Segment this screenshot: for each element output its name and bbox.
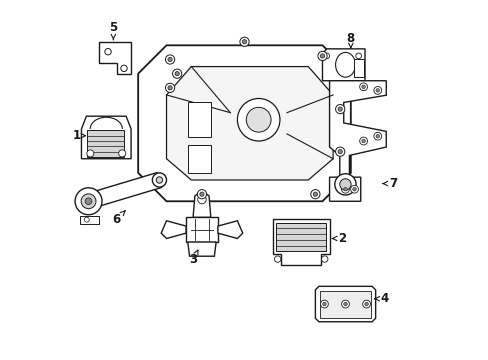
Circle shape xyxy=(156,177,163,183)
Bar xyxy=(187,145,210,173)
Circle shape xyxy=(359,137,367,145)
Circle shape xyxy=(81,194,96,209)
Circle shape xyxy=(335,104,344,114)
Circle shape xyxy=(246,107,270,132)
Polygon shape xyxy=(193,191,210,217)
Text: 5: 5 xyxy=(109,21,117,40)
Text: 2: 2 xyxy=(331,232,346,245)
Polygon shape xyxy=(99,42,131,74)
Polygon shape xyxy=(81,116,131,159)
Circle shape xyxy=(86,150,94,157)
Circle shape xyxy=(317,51,326,60)
Circle shape xyxy=(355,53,361,59)
Circle shape xyxy=(242,40,246,44)
Circle shape xyxy=(343,188,346,191)
Bar xyxy=(86,130,124,157)
Circle shape xyxy=(167,86,172,90)
Circle shape xyxy=(375,134,379,138)
Bar xyxy=(187,102,210,138)
Circle shape xyxy=(84,217,89,222)
Polygon shape xyxy=(218,221,242,238)
Circle shape xyxy=(334,174,355,195)
Circle shape xyxy=(364,302,367,306)
Circle shape xyxy=(237,99,279,141)
Circle shape xyxy=(75,188,102,215)
Circle shape xyxy=(313,192,317,196)
Ellipse shape xyxy=(335,53,355,77)
Polygon shape xyxy=(166,67,332,180)
Polygon shape xyxy=(161,221,185,238)
Circle shape xyxy=(337,107,342,111)
Circle shape xyxy=(335,147,344,156)
Text: 4: 4 xyxy=(374,292,388,305)
Circle shape xyxy=(167,57,172,62)
Circle shape xyxy=(121,65,127,72)
Circle shape xyxy=(361,85,365,89)
Circle shape xyxy=(321,256,327,262)
Bar xyxy=(80,216,99,224)
Circle shape xyxy=(119,150,125,157)
Circle shape xyxy=(310,190,319,199)
Polygon shape xyxy=(315,286,375,322)
Bar xyxy=(276,223,325,251)
Circle shape xyxy=(165,55,174,64)
Circle shape xyxy=(337,149,342,154)
Circle shape xyxy=(373,86,381,94)
Bar xyxy=(354,59,363,77)
Circle shape xyxy=(85,198,92,204)
Text: 7: 7 xyxy=(383,177,397,190)
Circle shape xyxy=(341,185,348,193)
Circle shape xyxy=(352,188,356,191)
Circle shape xyxy=(375,89,379,92)
Circle shape xyxy=(361,139,365,143)
Circle shape xyxy=(152,173,166,187)
Text: 1: 1 xyxy=(73,129,85,142)
Circle shape xyxy=(359,83,367,91)
Circle shape xyxy=(373,132,381,140)
Circle shape xyxy=(343,302,346,306)
Circle shape xyxy=(172,69,182,78)
Text: 6: 6 xyxy=(112,211,125,226)
Circle shape xyxy=(341,300,349,308)
Circle shape xyxy=(274,256,280,262)
Polygon shape xyxy=(86,172,162,209)
Text: 8: 8 xyxy=(346,32,354,48)
Circle shape xyxy=(320,54,324,58)
Circle shape xyxy=(165,83,174,93)
Circle shape xyxy=(197,190,206,199)
Polygon shape xyxy=(187,242,216,256)
Polygon shape xyxy=(322,49,364,81)
Circle shape xyxy=(323,53,329,59)
Circle shape xyxy=(339,179,350,190)
Circle shape xyxy=(320,300,327,308)
Polygon shape xyxy=(272,219,329,265)
Circle shape xyxy=(197,195,206,204)
Bar xyxy=(185,217,218,242)
Circle shape xyxy=(322,302,325,306)
Polygon shape xyxy=(329,81,386,201)
Polygon shape xyxy=(138,45,350,201)
Circle shape xyxy=(104,49,111,55)
Circle shape xyxy=(362,300,370,308)
Text: 3: 3 xyxy=(189,250,198,266)
Bar xyxy=(319,291,370,318)
Circle shape xyxy=(240,37,248,46)
Circle shape xyxy=(200,192,203,196)
Circle shape xyxy=(350,185,358,193)
Circle shape xyxy=(175,72,179,76)
